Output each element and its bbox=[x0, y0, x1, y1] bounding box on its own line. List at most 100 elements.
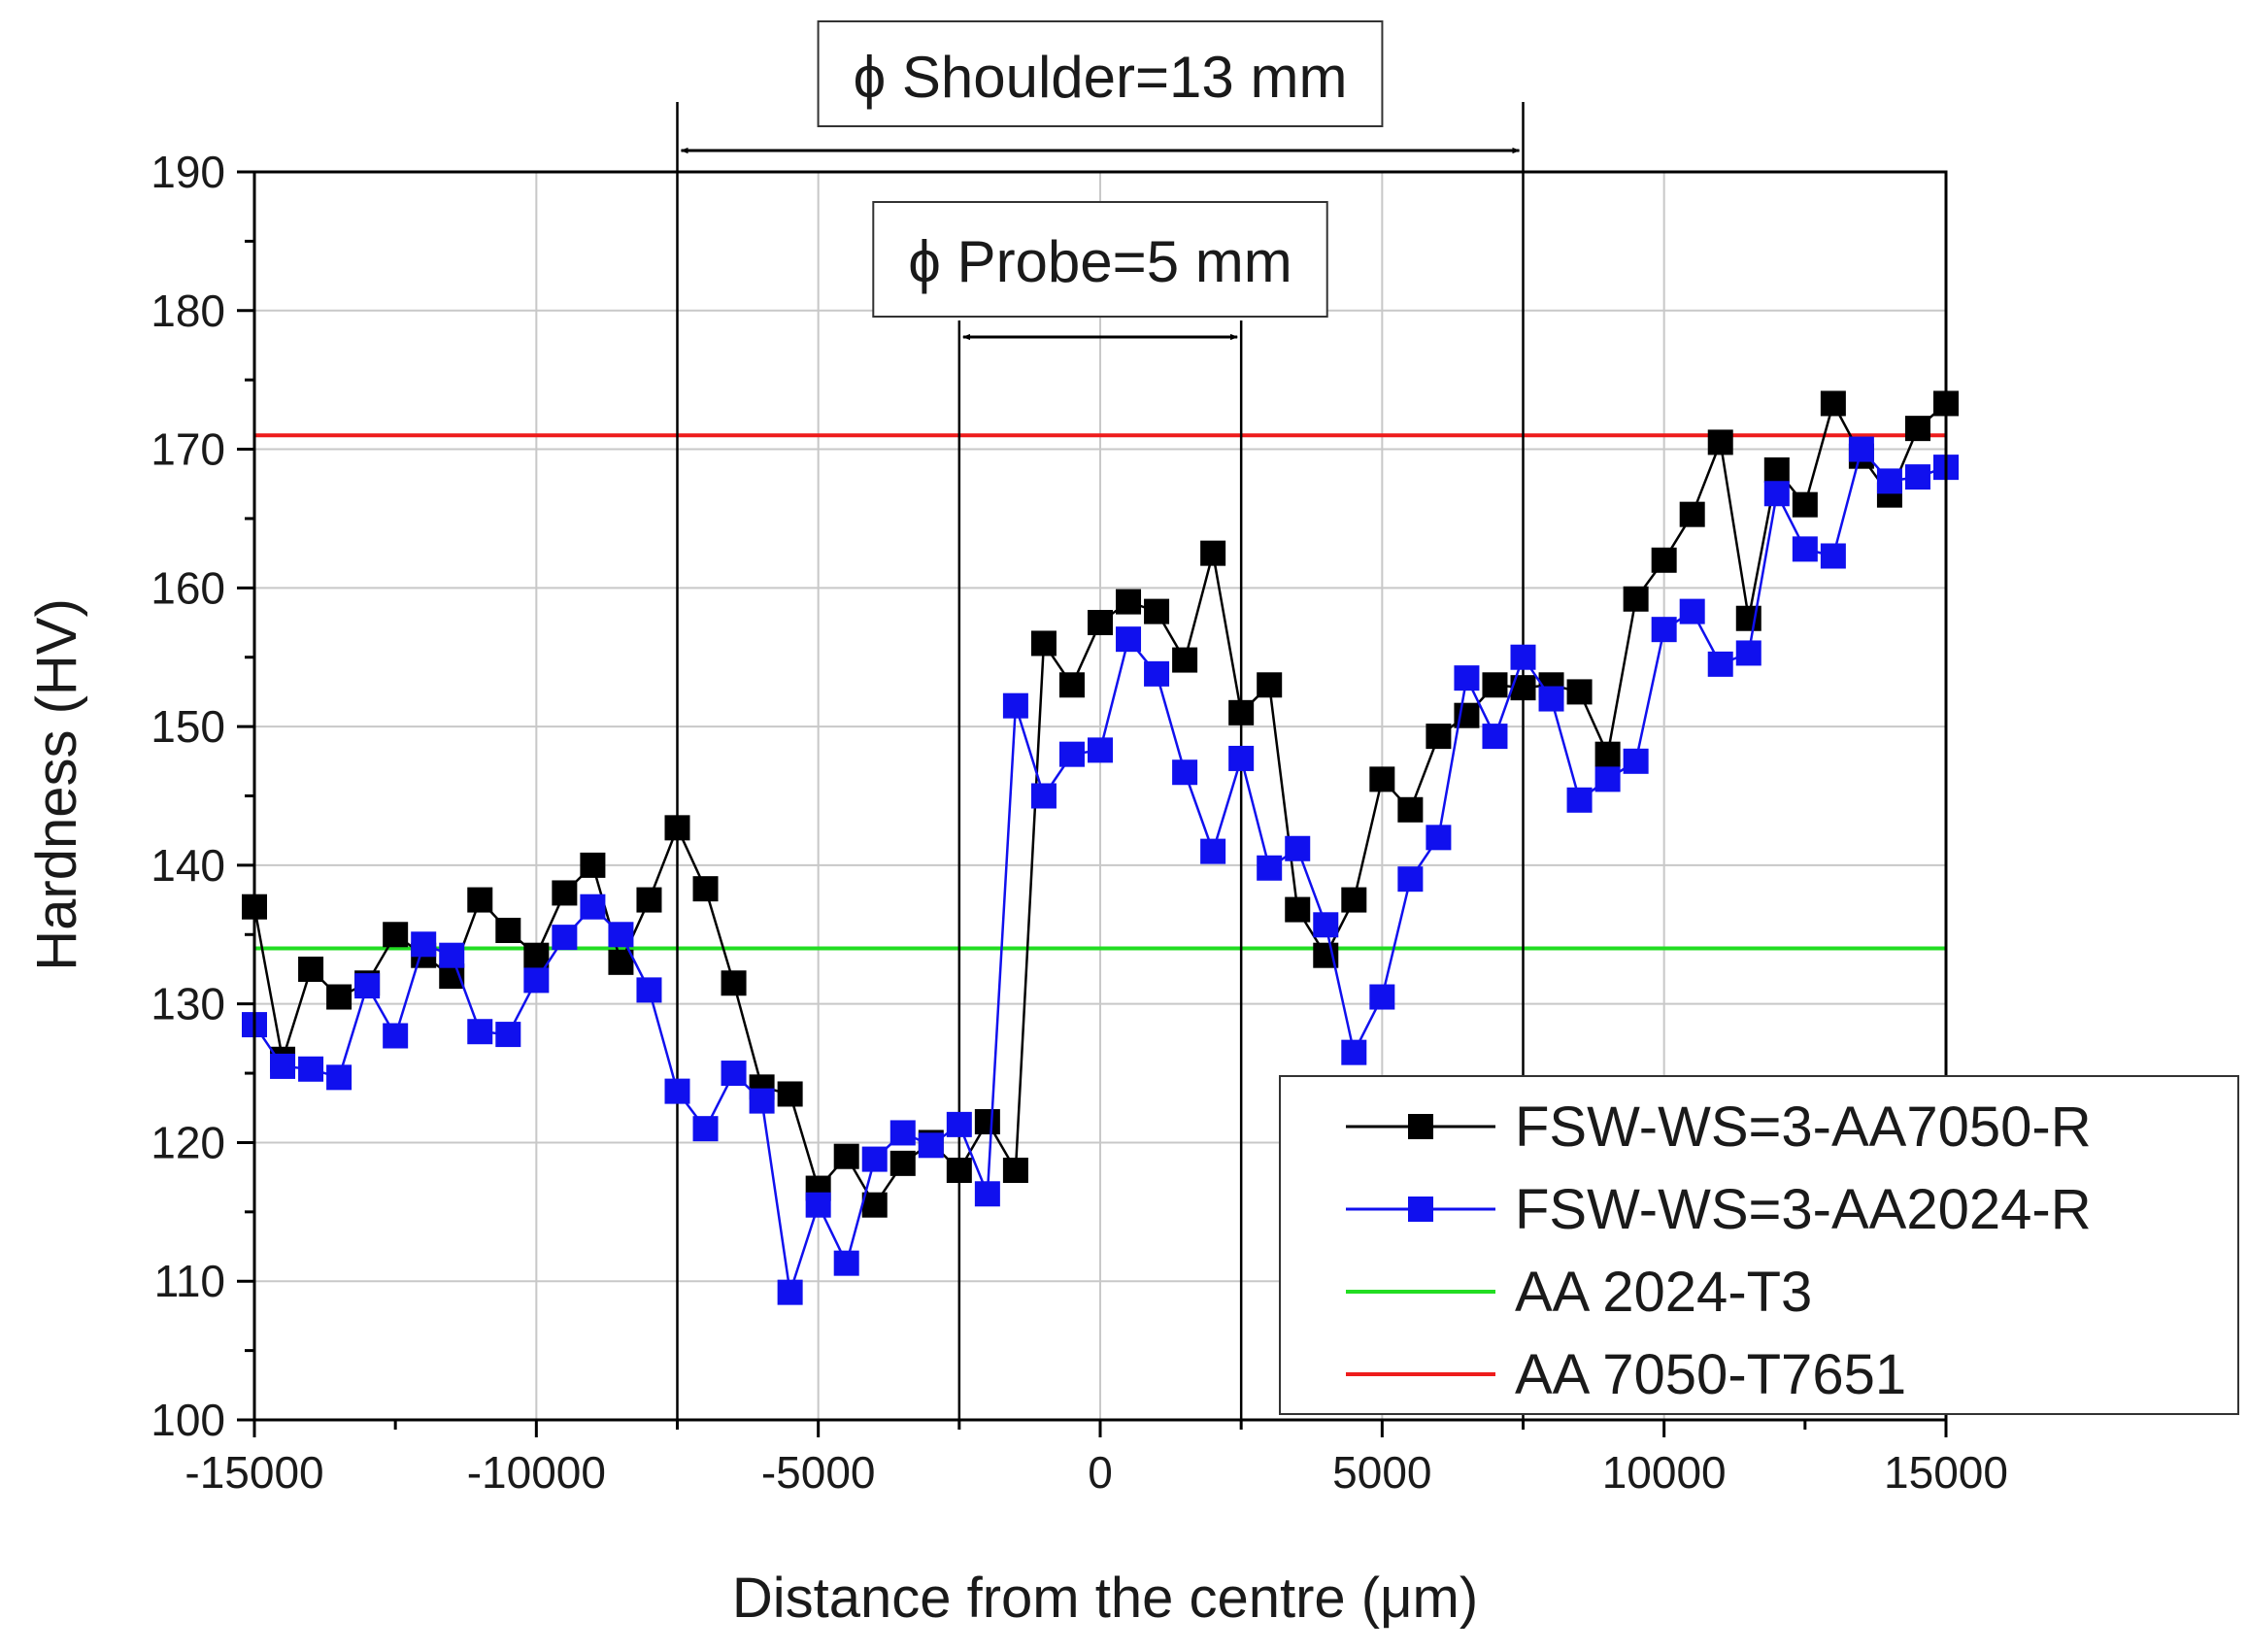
data-point bbox=[1144, 598, 1170, 624]
data-point bbox=[270, 1053, 296, 1079]
zone-label-box bbox=[872, 201, 1328, 318]
tick-labels: -15000 -10000 -5000 0 5000 10000 15000 100 110 12… bbox=[151, 147, 2008, 1498]
zone-label: ϕ Probe=5 mm bbox=[908, 229, 1292, 294]
data-point bbox=[1172, 759, 1198, 786]
data-point bbox=[889, 1120, 916, 1146]
legend-marker bbox=[1408, 1114, 1433, 1139]
axes bbox=[237, 170, 1948, 1437]
data-point bbox=[1904, 464, 1930, 490]
y-tick-label: 150 bbox=[151, 701, 225, 752]
data-point bbox=[805, 1192, 831, 1218]
data-point bbox=[1228, 699, 1255, 725]
data-point bbox=[1566, 787, 1593, 813]
data-point bbox=[1594, 766, 1621, 792]
data-point bbox=[1679, 598, 1705, 624]
data-point bbox=[1116, 626, 1142, 653]
zone-label-box bbox=[817, 20, 1384, 127]
data-point bbox=[1397, 796, 1424, 823]
y-tick-label: 130 bbox=[151, 979, 225, 1029]
data-point bbox=[1482, 724, 1508, 750]
data-point bbox=[1341, 887, 1367, 913]
data-point bbox=[1257, 672, 1283, 698]
legend-box bbox=[1279, 1075, 2239, 1415]
data-point bbox=[946, 1111, 972, 1137]
data-point bbox=[1566, 679, 1593, 705]
data-point bbox=[636, 977, 662, 1003]
x-tick-label: 0 bbox=[1088, 1447, 1113, 1498]
data-point bbox=[495, 1022, 521, 1048]
data-point bbox=[1228, 745, 1255, 771]
data-point bbox=[608, 949, 634, 975]
y-tick-label: 180 bbox=[151, 286, 225, 336]
zone-label: ϕ Shoulder=13 mm bbox=[854, 45, 1348, 110]
data-point bbox=[1454, 665, 1480, 691]
x-tick-label: -15000 bbox=[185, 1447, 323, 1498]
data-point bbox=[1651, 617, 1677, 643]
data-point bbox=[1820, 390, 1846, 417]
data-point bbox=[523, 967, 550, 994]
data-point bbox=[777, 1279, 803, 1305]
y-axis-title: Hardness (HV) bbox=[25, 598, 88, 971]
data-point bbox=[692, 1116, 719, 1142]
x-tick-label: 5000 bbox=[1332, 1447, 1431, 1498]
data-point bbox=[889, 1150, 916, 1176]
data-point bbox=[1397, 866, 1424, 893]
data-point bbox=[1623, 586, 1649, 612]
data-point bbox=[1820, 543, 1846, 569]
y-tick-label: 120 bbox=[151, 1117, 225, 1167]
data-point bbox=[467, 887, 493, 913]
y-tick-label: 170 bbox=[151, 424, 225, 475]
data-point bbox=[298, 1056, 324, 1082]
data-point bbox=[1482, 672, 1508, 698]
data-point bbox=[1058, 672, 1085, 698]
data-point bbox=[608, 922, 634, 948]
data-point bbox=[326, 1064, 352, 1091]
data-point bbox=[523, 942, 550, 968]
data-point bbox=[918, 1132, 944, 1159]
data-point bbox=[1088, 737, 1113, 763]
data-point bbox=[1313, 912, 1339, 938]
data-series bbox=[242, 390, 1959, 1305]
data-point bbox=[439, 942, 465, 968]
x-axis-title: Distance from the centre (μm) bbox=[732, 1567, 1478, 1630]
data-point bbox=[1369, 984, 1395, 1010]
data-point bbox=[974, 1181, 1000, 1207]
data-point bbox=[383, 922, 409, 948]
data-point bbox=[946, 1158, 972, 1183]
data-point bbox=[664, 815, 690, 841]
x-tick-label: -10000 bbox=[467, 1447, 606, 1498]
data-point bbox=[298, 956, 324, 982]
data-point bbox=[692, 876, 719, 902]
data-point bbox=[1426, 825, 1452, 851]
data-point bbox=[1200, 838, 1226, 864]
data-point bbox=[552, 880, 578, 906]
data-point bbox=[1594, 741, 1621, 767]
data-point bbox=[495, 917, 521, 943]
y-tick-label: 140 bbox=[151, 840, 225, 891]
legend: FSW-WS=3-AA7050-R FSW-WS=3-AA2024-R AA 202… bbox=[1279, 1075, 2239, 1415]
data-point bbox=[1030, 630, 1057, 657]
legend-marker bbox=[1408, 1197, 1433, 1222]
data-point bbox=[777, 1081, 803, 1107]
y-tick-label: 110 bbox=[154, 1256, 225, 1306]
data-point bbox=[467, 1019, 493, 1045]
data-point bbox=[1876, 468, 1902, 494]
data-point bbox=[580, 893, 606, 920]
data-point bbox=[1002, 692, 1028, 719]
data-point bbox=[1735, 640, 1761, 666]
y-tick-label: 100 bbox=[151, 1395, 225, 1445]
data-point bbox=[552, 925, 578, 951]
zone-annotations: ϕ Shoulder=13 mm ϕ Probe=5 mm bbox=[676, 20, 1525, 1420]
data-point bbox=[1002, 1158, 1028, 1183]
data-point bbox=[354, 973, 381, 999]
data-point bbox=[861, 1146, 888, 1172]
data-point bbox=[1538, 686, 1564, 712]
data-point bbox=[1030, 783, 1057, 809]
data-point bbox=[1679, 501, 1705, 527]
data-point bbox=[833, 1143, 859, 1169]
x-tick-label: 10000 bbox=[1602, 1447, 1727, 1498]
data-point bbox=[411, 931, 437, 958]
x-tick-label: 15000 bbox=[1884, 1447, 2008, 1498]
y-tick-label: 190 bbox=[151, 147, 225, 197]
